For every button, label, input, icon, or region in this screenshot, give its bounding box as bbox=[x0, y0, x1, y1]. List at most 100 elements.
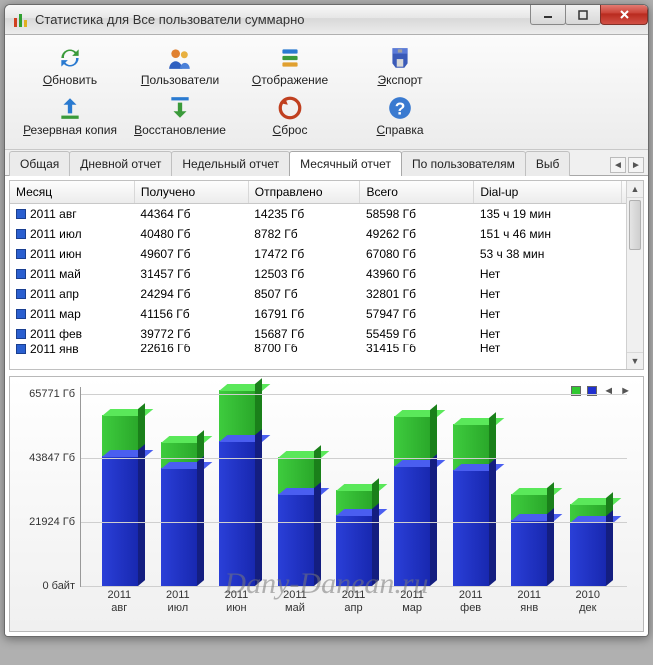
titlebar[interactable]: Статистика для Все пользователи суммарно bbox=[5, 5, 648, 35]
tab-scroll-left[interactable]: ◄ bbox=[610, 157, 626, 173]
toolbar-backup-button[interactable]: Резервная копия bbox=[15, 93, 125, 141]
table-cell: 8700 Гб bbox=[248, 344, 360, 354]
table-row[interactable]: 2011 янв22616 Гб8700 Гб31415 ГбНет bbox=[10, 344, 643, 354]
toolbar-label: Сброс bbox=[273, 123, 308, 137]
restore-icon bbox=[167, 95, 193, 121]
chart-plot: 0 байт21924 Гб43847 Гб65771 Гб bbox=[80, 387, 627, 587]
tab-5[interactable]: Выб bbox=[525, 151, 571, 176]
table-row[interactable]: 2011 май31457 Гб12503 Гб43960 ГбНет bbox=[10, 264, 643, 284]
svg-text:?: ? bbox=[395, 99, 406, 119]
reset-icon bbox=[277, 95, 303, 121]
column-header[interactable]: Dial-up bbox=[474, 181, 622, 204]
bar[interactable] bbox=[559, 387, 617, 586]
table-cell: 55459 Гб bbox=[360, 324, 474, 344]
table-cell: Нет bbox=[474, 284, 622, 304]
table-cell: 49607 Гб bbox=[134, 244, 248, 264]
table-cell: 24294 Гб bbox=[134, 284, 248, 304]
row-icon bbox=[16, 269, 26, 279]
backup-icon bbox=[57, 95, 83, 121]
bar[interactable] bbox=[266, 387, 324, 586]
toolbar-restore-button[interactable]: Восстановление bbox=[125, 93, 235, 141]
table-cell: 39772 Гб bbox=[134, 324, 248, 344]
y-tick-label: 0 байт bbox=[42, 580, 75, 592]
table-cell: 41156 Гб bbox=[134, 304, 248, 324]
table-cell: 14235 Гб bbox=[248, 204, 360, 225]
row-icon bbox=[16, 344, 26, 354]
table-row[interactable]: 2011 апр24294 Гб8507 Гб32801 ГбНет bbox=[10, 284, 643, 304]
toolbar-label: Резервная копия bbox=[23, 123, 117, 137]
table-cell: 67080 Гб bbox=[360, 244, 474, 264]
table-cell: 44364 Гб bbox=[134, 204, 248, 225]
table-cell: 151 ч 46 мин bbox=[474, 224, 622, 244]
column-header[interactable]: Месяц bbox=[10, 181, 134, 204]
x-tick-label: 2011июн bbox=[207, 589, 266, 627]
bar[interactable] bbox=[208, 387, 266, 586]
tab-4[interactable]: По пользователям bbox=[401, 151, 526, 176]
x-tick-label: 2011фев bbox=[441, 589, 500, 627]
y-tick-label: 43847 Гб bbox=[29, 452, 75, 464]
toolbar-display-button[interactable]: Отображение bbox=[235, 43, 345, 91]
column-header[interactable]: Отправлено bbox=[248, 181, 360, 204]
x-tick-label: 2010дек bbox=[559, 589, 618, 627]
minimize-button[interactable] bbox=[530, 5, 566, 25]
table-row[interactable]: 2011 авг44364 Гб14235 Гб58598 Гб135 ч 19… bbox=[10, 204, 643, 225]
data-table: МесяцПолученоОтправленоВсегоDial-up 2011… bbox=[9, 180, 644, 370]
help-icon: ? bbox=[387, 95, 413, 121]
y-tick-label: 65771 Гб bbox=[29, 388, 75, 400]
table-cell: 32801 Гб bbox=[360, 284, 474, 304]
bar[interactable] bbox=[149, 387, 207, 586]
tab-strip: ОбщаяДневной отчетНедельный отчетМесячны… bbox=[5, 150, 648, 176]
column-header[interactable]: Получено bbox=[134, 181, 248, 204]
toolbar-users-button[interactable]: Пользователи bbox=[125, 43, 235, 91]
table-cell: 2011 авг bbox=[10, 204, 134, 225]
tab-3[interactable]: Месячный отчет bbox=[289, 151, 402, 176]
toolbar-export-button[interactable]: Экспорт bbox=[345, 43, 455, 91]
table-row[interactable]: 2011 мар41156 Гб16791 Гб57947 ГбНет bbox=[10, 304, 643, 324]
table-cell: 31415 Гб bbox=[360, 344, 474, 354]
toolbar-reset-button[interactable]: Сброс bbox=[235, 93, 345, 141]
table-cell: Нет bbox=[474, 304, 622, 324]
table-cell: 40480 Гб bbox=[134, 224, 248, 244]
table-cell: 31457 Гб bbox=[134, 264, 248, 284]
scroll-track[interactable] bbox=[627, 198, 643, 352]
toolbar-refresh-button[interactable]: Обновить bbox=[15, 43, 125, 91]
x-tick-label: 2011янв bbox=[500, 589, 559, 627]
column-header[interactable]: Всего bbox=[360, 181, 474, 204]
table-row[interactable]: 2011 июл40480 Гб8782 Гб49262 Гб151 ч 46 … bbox=[10, 224, 643, 244]
export-icon bbox=[387, 45, 413, 71]
scroll-down-button[interactable]: ▼ bbox=[627, 352, 643, 369]
toolbar-help-button[interactable]: ? Справка bbox=[345, 93, 455, 141]
maximize-button[interactable] bbox=[565, 5, 601, 25]
tab-0[interactable]: Общая bbox=[9, 151, 70, 176]
table-cell: 43960 Гб bbox=[360, 264, 474, 284]
row-icon bbox=[16, 209, 26, 219]
row-icon bbox=[16, 229, 26, 239]
chart-x-labels: 2011авг2011июл2011июн2011май2011апр2011м… bbox=[80, 589, 627, 627]
table-cell: 2011 июл bbox=[10, 224, 134, 244]
bar[interactable] bbox=[500, 387, 558, 586]
table-cell: 8782 Гб bbox=[248, 224, 360, 244]
table-scrollbar[interactable]: ▲ ▼ bbox=[626, 181, 643, 369]
bar[interactable] bbox=[442, 387, 500, 586]
bar[interactable] bbox=[91, 387, 149, 586]
table-row[interactable]: 2011 июн49607 Гб17472 Гб67080 Гб53 ч 38 … bbox=[10, 244, 643, 264]
table-row[interactable]: 2011 фев39772 Гб15687 Гб55459 ГбНет bbox=[10, 324, 643, 344]
table-cell: 2011 фев bbox=[10, 324, 134, 344]
table-cell: 2011 июн bbox=[10, 244, 134, 264]
bar[interactable] bbox=[383, 387, 441, 586]
app-window: Статистика для Все пользователи суммарно… bbox=[4, 4, 649, 637]
close-button[interactable] bbox=[600, 5, 648, 25]
toolbar-label: Отображение bbox=[252, 73, 328, 87]
content-area: МесяцПолученоОтправленоВсегоDial-up 2011… bbox=[5, 176, 648, 636]
tab-2[interactable]: Недельный отчет bbox=[171, 151, 290, 176]
table-cell: 12503 Гб bbox=[248, 264, 360, 284]
scroll-thumb[interactable] bbox=[629, 200, 641, 250]
table-cell: 15687 Гб bbox=[248, 324, 360, 344]
table-cell: 2011 мар bbox=[10, 304, 134, 324]
tab-scroll-right[interactable]: ► bbox=[628, 157, 644, 173]
scroll-up-button[interactable]: ▲ bbox=[627, 181, 643, 198]
bar[interactable] bbox=[325, 387, 383, 586]
table-cell: 16791 Гб bbox=[248, 304, 360, 324]
tab-1[interactable]: Дневной отчет bbox=[69, 151, 172, 176]
toolbar-label: Справка bbox=[376, 123, 423, 137]
